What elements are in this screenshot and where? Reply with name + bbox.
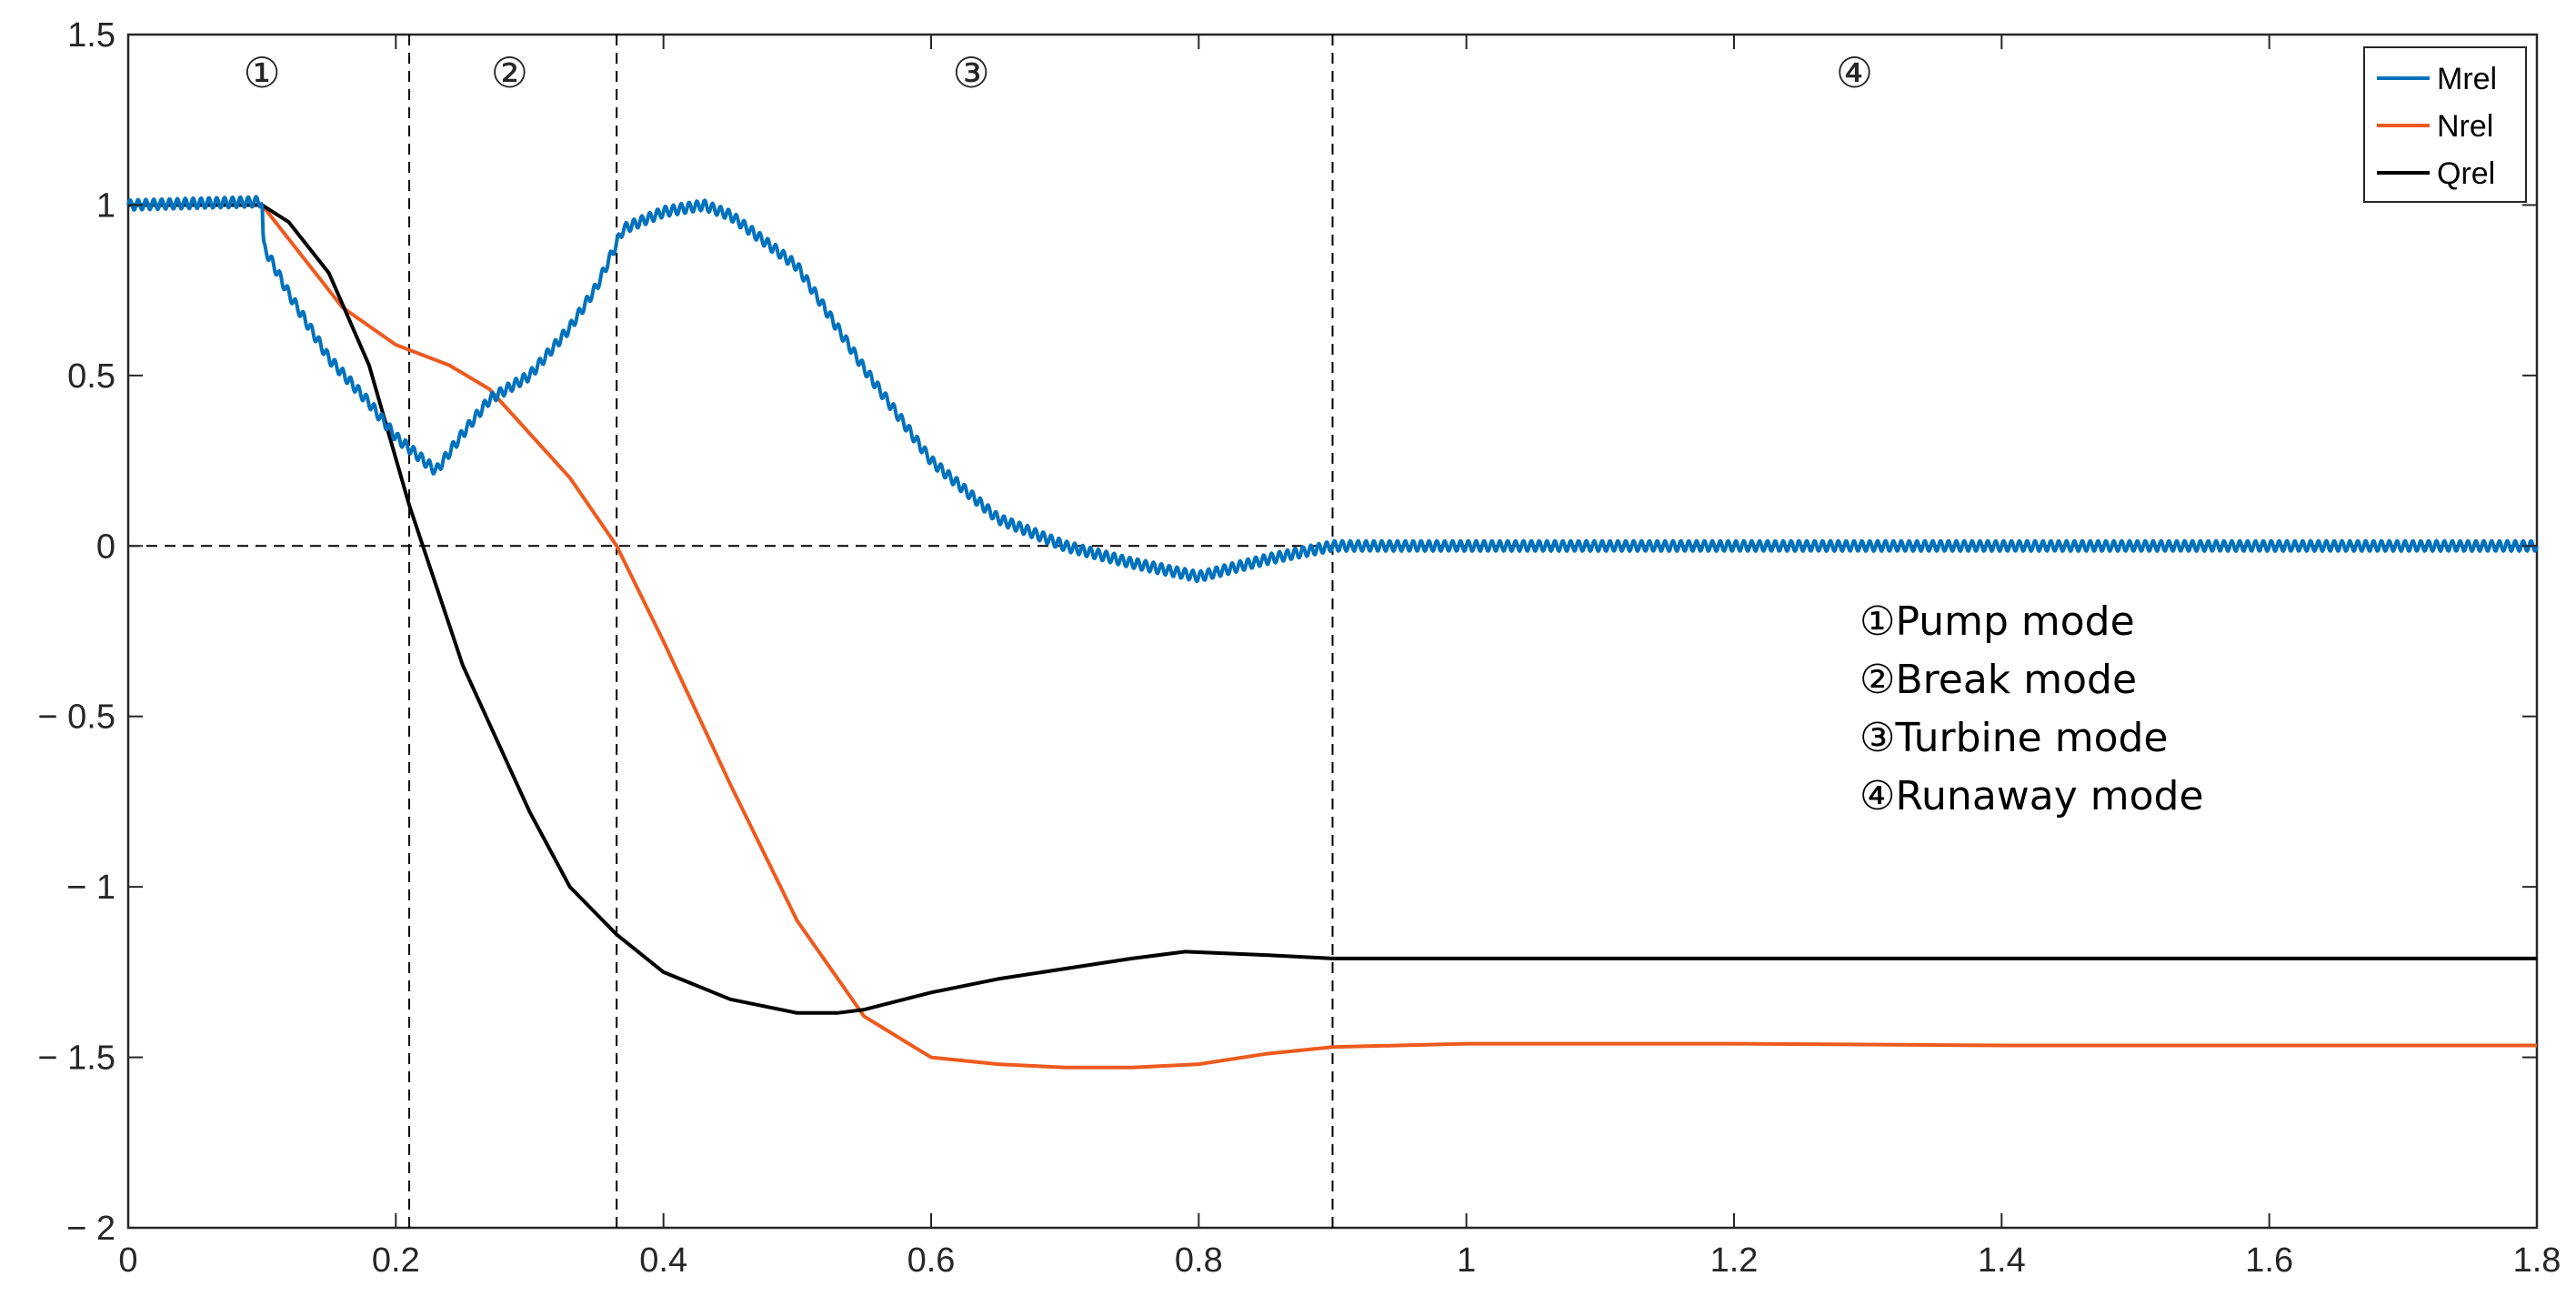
x-tick-label: 1.2: [1710, 1241, 1759, 1280]
mode-annotation: ①Pump mode ②Break mode ③Turbine mode ④Runaw…: [1859, 598, 2204, 819]
x-tick-label: 1.4: [1978, 1241, 2026, 1280]
region-label-4: ④: [1836, 48, 1873, 97]
mode-annotation-line-3: ③Turbine mode: [1859, 715, 2169, 761]
x-tick-label: 0: [118, 1241, 137, 1280]
region-label-2: ②: [491, 48, 528, 97]
region-label-1: ①: [244, 48, 281, 97]
y-tick-label: 1: [96, 186, 115, 225]
y-tick-label: 1.5: [67, 16, 115, 55]
region-labels: ① ② ③ ④: [244, 48, 1874, 97]
y-tick-label: 0: [96, 527, 115, 566]
x-tick-label: 1: [1457, 1241, 1476, 1280]
region-label-3: ③: [953, 48, 990, 97]
y-tick-label: − 2: [66, 1210, 115, 1248]
y-tick-label: − 1: [66, 869, 115, 907]
legend: Mrel Nrel Qrel: [2363, 46, 2527, 203]
legend-label-qrel: Qrel: [2437, 156, 2495, 191]
y-tick-label: − 1.5: [37, 1040, 115, 1078]
x-tick-label: 0.2: [372, 1241, 420, 1280]
series-layer: [126, 195, 2539, 1070]
x-tick-label: 0.6: [907, 1241, 956, 1280]
x-tick-label: 1.8: [2513, 1241, 2561, 1280]
axis-ticks: 0 0.2 0.4 0.6 0.8 1 1.2 1.4 1.6 1.8 1.5 1 0.5 0 − 0.5 −…: [37, 16, 2561, 1280]
mode-annotation-line-2: ②Break mode: [1859, 657, 2137, 703]
x-tick-label: 1.6: [2245, 1241, 2293, 1280]
x-tick-label: 0.4: [639, 1241, 687, 1280]
y-tick-label: 0.5: [67, 357, 115, 396]
series-line-nrel: [128, 203, 2537, 1070]
mode-annotation-line-1: ①Pump mode: [1859, 598, 2135, 645]
series-line-qrel: [128, 203, 2537, 1015]
x-tick-label: 0.8: [1175, 1241, 1223, 1280]
mode-annotation-line-4: ④Runaway mode: [1859, 773, 2204, 819]
y-tick-label: − 0.5: [37, 698, 115, 737]
legend-label-nrel: Nrel: [2437, 109, 2493, 144]
series-line-mrel: [126, 195, 2539, 584]
legend-label-mrel: Mrel: [2437, 62, 2497, 96]
